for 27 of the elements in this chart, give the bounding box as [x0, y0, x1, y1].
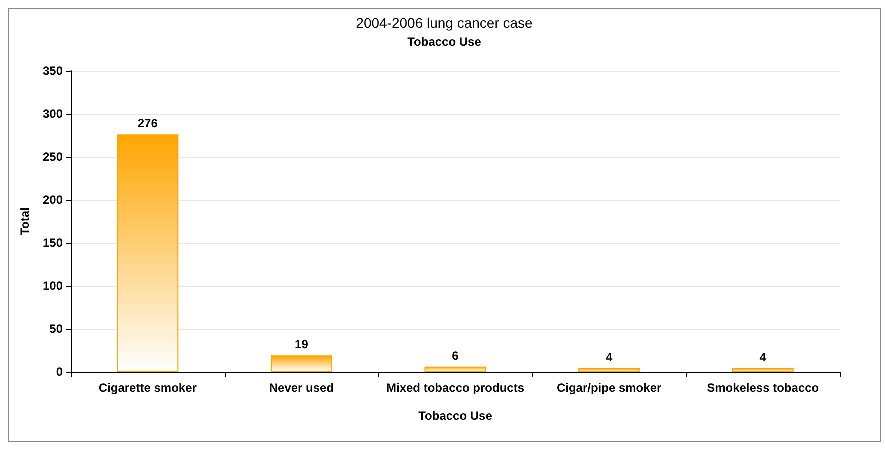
chart-title: 2004-2006 lung cancer case	[356, 15, 534, 31]
x-tick-label: Cigarette smoker	[98, 381, 198, 395]
data-label: 4	[606, 350, 613, 365]
y-tick-label: 150	[42, 236, 64, 250]
y-tick-label: 200	[42, 193, 64, 207]
bar	[424, 366, 486, 372]
data-label: 276	[138, 116, 158, 131]
y-tick-label: 100	[42, 279, 64, 293]
data-label: 6	[452, 348, 460, 363]
data-label: 19	[295, 338, 309, 352]
chart-subtitle: Tobacco Use	[408, 35, 482, 49]
y-tick-label: 300	[42, 107, 64, 121]
x-tick-label: Cigar/pipe smoker	[556, 381, 662, 395]
x-axis-title: Tobacco Use	[418, 409, 493, 423]
y-tick-label: 350	[42, 64, 64, 78]
y-axis-title: Total	[18, 208, 32, 236]
x-tick-label: Smokeless tobacco	[707, 381, 820, 395]
x-tick-label: Mixed tobacco products	[386, 381, 525, 395]
y-tick-label: 250	[42, 150, 64, 164]
bar	[270, 356, 332, 372]
y-tick-label: 0	[56, 365, 64, 379]
bar	[117, 134, 179, 372]
data-label: 4	[760, 350, 767, 365]
bar	[578, 368, 640, 372]
y-tick-label: 50	[50, 322, 64, 336]
bar	[732, 368, 794, 372]
x-tick-label: Never used	[269, 381, 334, 395]
